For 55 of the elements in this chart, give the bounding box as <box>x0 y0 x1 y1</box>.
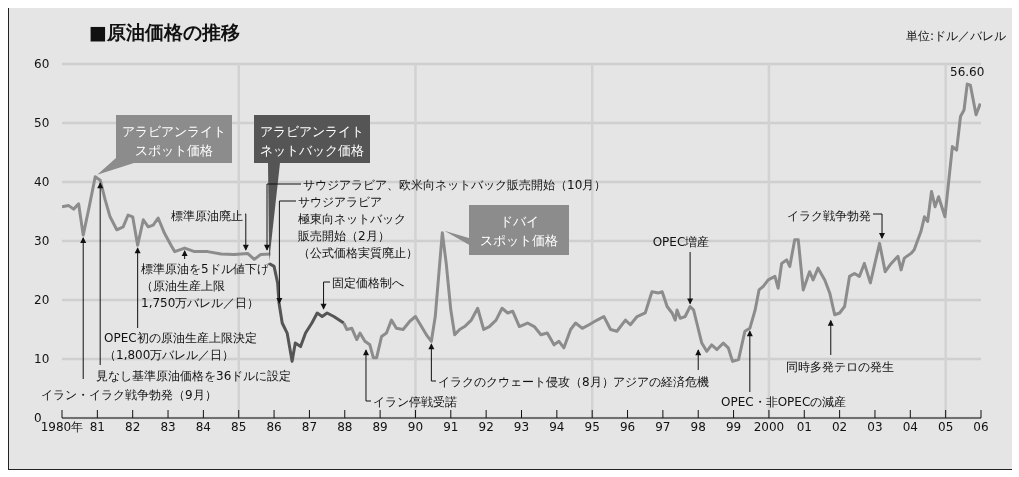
annotation: イラクのクウェート侵攻（8月） <box>438 375 614 389</box>
x-tick-label: 84 <box>195 419 212 434</box>
y-axis-title: 単位:ドル／バレル <box>905 28 1006 45</box>
x-tick-label: 86 <box>266 419 282 434</box>
x-tick-label: 93 <box>513 419 530 434</box>
annotation: OPEC増産 <box>652 235 710 249</box>
x-tick-label: 87 <box>301 419 318 434</box>
y-tick-label: 40 <box>34 175 50 190</box>
x-tick-label: 92 <box>478 419 494 434</box>
annotation: OPEC初の原油生産上限決定（1,800万バレル／日） <box>104 331 257 362</box>
x-tick-label: 2000 <box>753 419 785 434</box>
text: ドバイスポット価格 <box>480 214 558 248</box>
y-tick-label: 10 <box>34 352 50 367</box>
annotation: イラン・イラク戦争勃発（9月） <box>41 388 217 402</box>
annotation: サウジアラビア極東向ネットバック販売開始（2月）（公式価格実質廃止） <box>298 195 418 260</box>
x-tick-label: 05 <box>938 419 954 434</box>
x-tick-label: 1980年 <box>40 419 84 434</box>
x-tick-label: 82 <box>125 419 141 434</box>
line-series <box>62 175 273 261</box>
annotation: OPEC・非OPECの減産 <box>721 395 847 409</box>
x-tick-label: 01 <box>796 419 812 434</box>
y-tick-label: 60 <box>34 57 50 72</box>
x-tick-label: 85 <box>231 419 247 434</box>
line-series <box>267 261 346 363</box>
x-tick-label: 06 <box>973 419 989 434</box>
annotation: アジアの経済危機 <box>613 375 709 389</box>
x-tick-label: 02 <box>831 419 848 434</box>
y-tick-label: 50 <box>34 116 50 131</box>
chart-title: ■原油価格の推移 <box>89 20 240 45</box>
x-tick-label: 98 <box>690 419 706 434</box>
x-tick-label: 91 <box>443 419 459 434</box>
x-tick-label: 03 <box>867 419 883 434</box>
annotation: 標準原油廃止 <box>171 209 243 223</box>
y-tick-label: 30 <box>34 234 50 249</box>
x-tick-label: 81 <box>89 419 105 434</box>
x-tick-label: 96 <box>619 419 636 434</box>
x-tick-label: 99 <box>725 419 742 434</box>
annotation: 標準原油を5ドル値下げ（原油生産上限1,750万バレル／日） <box>141 262 270 310</box>
annotation: 56.60 <box>950 65 985 80</box>
y-tick-label: 20 <box>34 293 50 308</box>
x-tick-label: 83 <box>160 419 176 434</box>
x-tick-label: 97 <box>655 419 671 434</box>
annotation: 見なし基準原油価格を36ドルに設定 <box>96 369 292 383</box>
x-tick-label: 04 <box>902 419 918 434</box>
y-tick-label: 0 <box>34 411 42 426</box>
x-tick-label: 89 <box>372 419 388 434</box>
annotation: サウジアラビア、欧米向ネットバック販売開始（10月） <box>303 178 607 192</box>
x-tick-label: 90 <box>407 419 424 434</box>
x-tick-label: 94 <box>549 419 565 434</box>
annotation: イラク戦争勃発 <box>787 209 871 223</box>
x-tick-label: 88 <box>337 419 353 434</box>
annotation: イラン停戦受諾 <box>373 395 457 409</box>
annotation: 同時多発テロの発生 <box>786 360 894 374</box>
annotation: 固定価格制へ <box>332 276 404 290</box>
x-tick-label: 95 <box>584 419 600 434</box>
